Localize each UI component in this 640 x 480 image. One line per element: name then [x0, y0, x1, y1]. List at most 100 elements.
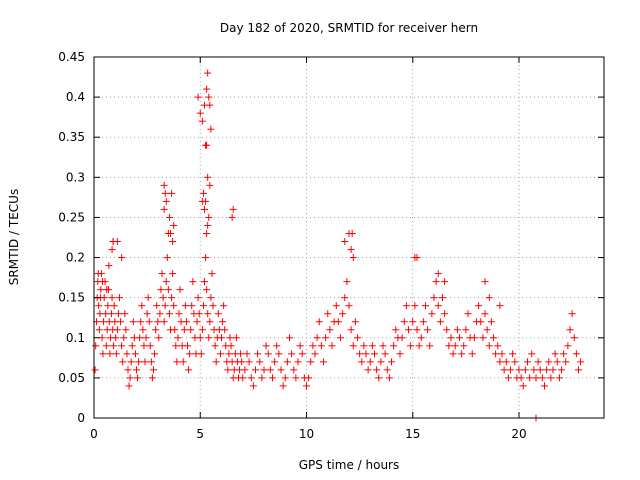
data-point	[131, 350, 139, 358]
data-point	[126, 374, 134, 382]
data-point	[146, 342, 154, 350]
data-point	[317, 342, 325, 350]
data-point	[266, 366, 274, 374]
data-point	[134, 374, 142, 382]
data-point	[373, 366, 381, 374]
data-point	[311, 350, 319, 358]
data-point	[570, 334, 578, 342]
data-point	[560, 350, 568, 358]
data-point	[151, 350, 159, 358]
data-point	[349, 342, 357, 350]
data-point	[534, 358, 542, 366]
data-point	[366, 358, 374, 366]
data-point	[170, 302, 178, 310]
data-point	[464, 310, 472, 318]
data-point	[197, 350, 205, 358]
data-point	[392, 326, 400, 334]
data-point	[243, 350, 251, 358]
data-point	[524, 358, 531, 366]
data-point	[110, 342, 118, 350]
data-point	[453, 326, 461, 334]
data-point	[511, 358, 519, 366]
data-point	[208, 270, 216, 278]
y-tick-label: 0.05	[58, 371, 85, 385]
data-point	[541, 382, 548, 390]
data-point	[496, 302, 504, 310]
data-point	[238, 358, 246, 366]
data-point	[324, 310, 332, 318]
data-point	[402, 302, 410, 310]
data-point	[114, 310, 122, 318]
data-point	[309, 342, 317, 350]
data-point	[184, 342, 191, 350]
data-point	[99, 350, 107, 358]
data-point	[390, 342, 398, 350]
data-point	[161, 189, 169, 197]
data-point	[155, 334, 163, 342]
data-point	[371, 350, 378, 358]
data-point	[490, 334, 497, 342]
data-point	[135, 358, 143, 366]
data-point	[226, 334, 234, 342]
y-tick-label: 0	[77, 411, 85, 425]
data-point	[207, 125, 215, 133]
data-point	[545, 358, 553, 366]
data-point	[91, 366, 99, 374]
data-point	[159, 294, 167, 302]
x-tick-label: 20	[511, 427, 526, 441]
data-point	[95, 326, 103, 334]
data-point	[195, 310, 203, 318]
data-point	[279, 382, 287, 390]
data-point	[162, 278, 170, 286]
data-point	[169, 270, 177, 278]
data-point	[209, 302, 217, 310]
data-point	[152, 326, 160, 334]
data-point	[260, 366, 268, 374]
data-point	[147, 358, 155, 366]
data-point	[123, 350, 131, 358]
plot-frame	[93, 56, 605, 419]
data-point	[405, 326, 412, 334]
data-point	[575, 366, 582, 374]
data-point	[298, 350, 306, 358]
data-point	[413, 254, 421, 262]
data-point	[411, 302, 419, 310]
data-point	[94, 270, 102, 278]
data-point	[203, 286, 211, 294]
data-point	[456, 334, 463, 342]
data-point	[119, 358, 127, 366]
data-point	[381, 350, 389, 358]
data-point	[108, 294, 116, 302]
y-tick-label: 0.2	[66, 251, 85, 265]
data-point	[530, 366, 538, 374]
x-tick-label: 5	[196, 427, 204, 441]
data-point	[167, 229, 174, 237]
data-point	[103, 286, 111, 294]
data-point	[436, 318, 444, 326]
data-point	[292, 374, 300, 382]
data-point	[124, 366, 132, 374]
data-point	[181, 302, 189, 310]
data-point	[107, 310, 115, 318]
data-point	[133, 366, 140, 374]
data-point	[470, 334, 478, 342]
data-point	[445, 342, 453, 350]
data-point	[97, 286, 105, 294]
data-point	[334, 318, 342, 326]
data-point	[117, 318, 125, 326]
data-point	[351, 318, 359, 326]
data-point	[173, 358, 181, 366]
data-point	[303, 382, 310, 390]
data-point	[249, 382, 257, 390]
data-point	[313, 334, 321, 342]
data-point	[180, 326, 188, 334]
data-point	[485, 294, 493, 302]
data-point	[202, 197, 210, 205]
data-point	[169, 238, 177, 246]
data-point	[526, 374, 534, 382]
data-point	[116, 294, 123, 302]
data-point	[142, 334, 150, 342]
data-point	[122, 326, 130, 334]
data-point	[413, 326, 421, 334]
